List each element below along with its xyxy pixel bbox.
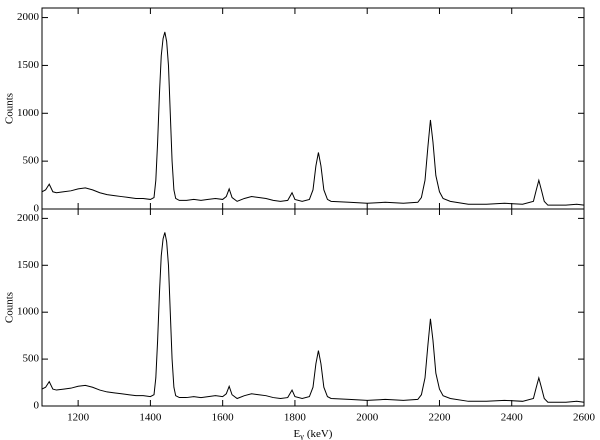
y-tick-label: 2000: [17, 11, 40, 23]
spectrum-line: [41, 31, 585, 206]
y-tick-label: 0: [34, 203, 40, 215]
x-tick-label: 1200: [67, 412, 90, 424]
x-tick-label: 2000: [356, 412, 379, 424]
x-axis-label: Eγ (keV): [294, 428, 333, 440]
plot-frame: [41, 7, 585, 210]
x-tick-label: 1400: [139, 412, 162, 424]
spectrum-line: [41, 232, 585, 403]
y-tick-label: 0: [34, 400, 40, 412]
y-tick-label: 500: [23, 155, 40, 167]
x-tick-label: 1800: [284, 412, 307, 424]
x-tick-label: 1600: [212, 412, 235, 424]
y-tick-label: 1500: [17, 59, 40, 71]
y-tick-label: 1500: [17, 259, 40, 271]
y-tick-label: 1000: [17, 107, 40, 119]
y-tick-label: 500: [23, 353, 40, 365]
y-tick-label: 1000: [17, 306, 40, 318]
y-axis-label: Counts: [4, 292, 16, 323]
y-axis-label: Counts: [4, 93, 16, 124]
x-tick-label: 2200: [428, 412, 451, 424]
x-tick-label: 2600: [573, 412, 596, 424]
x-label-main: E: [294, 428, 301, 440]
x-label-unit: (keV): [307, 428, 333, 440]
x-label-subscript: γ: [299, 432, 304, 440]
plot-frame: [41, 208, 585, 407]
x-tick-label: 2400: [501, 412, 524, 424]
y-tick-label: 2000: [17, 212, 40, 224]
